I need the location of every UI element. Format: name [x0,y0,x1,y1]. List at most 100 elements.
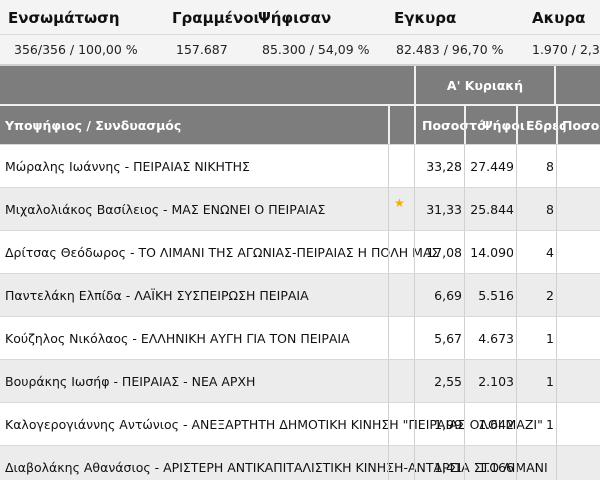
candidate-name: Καλογερογιάννης Αντώνιος - ΑΝΕΞΑΡΤΗΤΗ ΔΗ… [5,417,543,432]
column-divider [516,231,517,274]
column-divider [464,188,465,231]
candidate-name: Μιχαλολιάκος Βασίλειος - ΜΑΣ ΕΝΩΝΕΙ Ο ΠΕ… [5,202,326,217]
vote-percent: 2,55 [434,374,462,389]
summary-divider [0,34,600,35]
table-row: Μιχαλολιάκος Βασίλειος - ΜΑΣ ΕΝΩΝΕΙ Ο ΠΕ… [0,187,600,231]
summary-counted-title: Ενσωμάτωση [8,9,120,27]
summary-counted-value: 356/356 / 100,00 % [14,42,138,57]
seat-count: 1 [546,417,554,432]
column-divider [464,446,465,480]
column-divider [388,403,389,446]
summary-voted-title: Ψήφισαν [258,9,332,27]
table-row: Κούζηλος Νικόλαος - ΕΛΛΗΝΙΚΗ ΑΥΓΗ ΓΙΑ ΤΟ… [0,316,600,360]
table-row: Διαβολάκης Αθανάσιος - ΑΡΙΣΤΕΡΗ ΑΝΤΙΚΑΠΙ… [0,445,600,480]
column-divider [388,231,389,274]
table-row: Παντελάκη Ελπίδα - ΛΑΪΚΗ ΣΥΣΠΕΙΡΩΣΗ ΠΕΙΡ… [0,273,600,317]
vote-count: 2.103 [478,374,514,389]
vote-count: 4.673 [478,331,514,346]
column-divider [388,360,389,403]
vote-percent: 1,41 [434,460,462,475]
col-header-seats[interactable]: Εδρες [516,106,566,144]
col-header-candidate[interactable]: Υποψήφιος / Συνδυασμός [5,118,182,133]
seat-count: 8 [546,202,554,217]
column-divider [388,274,389,317]
vote-count: 5.516 [478,288,514,303]
vote-count: 1.166 [478,460,514,475]
column-divider [414,403,415,446]
column-divider [516,446,517,480]
column-divider [556,145,557,188]
vote-percent: 33,28 [426,159,462,174]
seat-count: 8 [546,159,554,174]
vote-count: 14.090 [470,245,514,260]
star-icon: ★ [394,196,405,210]
candidate-name: Βουράκης Ιωσήφ - ΠΕΙΡΑΙΑΣ - ΝΕΑ ΑΡΧΗ [5,374,256,389]
column-divider [414,274,415,317]
column-divider [516,145,517,188]
column-divider [464,360,465,403]
seat-count: 2 [546,288,554,303]
column-divider [556,188,557,231]
summary-registered-value: 157.687 [176,42,228,57]
round-header: Α' Κυριακή [414,66,556,104]
column-divider [414,446,415,480]
table-row: Βουράκης Ιωσήφ - ΠΕΙΡΑΙΑΣ - ΝΕΑ ΑΡΧΗ 2,55… [0,359,600,403]
column-divider [464,317,465,360]
column-divider [464,403,465,446]
summary-invalid-title: Ακυρα [532,9,586,27]
vote-percent: 6,69 [434,288,462,303]
column-divider [556,403,557,446]
column-divider [464,231,465,274]
seat-count: 1 [546,374,554,389]
column-divider [516,188,517,231]
column-divider [556,274,557,317]
col-header-votes[interactable]: Ψήφοι [464,106,525,144]
candidate-name: Διαβολάκης Αθανάσιος - ΑΡΙΣΤΕΡΗ ΑΝΤΙΚΑΠΙ… [5,460,548,475]
column-divider [388,188,389,231]
column-divider [388,317,389,360]
vote-count: 27.449 [470,159,514,174]
column-divider [556,231,557,274]
candidate-name: Δρίτσας Θεόδωρος - ΤΟ ΛΙΜΑΝΙ ΤΗΣ ΑΓΩΝΙΑΣ… [5,245,440,260]
col-header-percent[interactable]: Ποσοστό [414,106,486,144]
column-divider [388,145,389,188]
summary-voted-value: 85.300 / 54,09 % [262,42,370,57]
table-row: Μώραλης Ιωάννης - ΠΕΙΡΑΙΑΣ ΝΙΚΗΤΗΣ 33,28 2… [0,144,600,188]
vote-count: 1.642 [478,417,514,432]
table-header-group-row: Α' Κυριακή [0,66,600,104]
seat-count [520,446,554,480]
column-divider [556,360,557,403]
column-divider [556,317,557,360]
candidate-name: Κούζηλος Νικόλαος - ΕΛΛΗΝΙΚΗ ΑΥΓΗ ΓΙΑ ΤΟ… [5,331,350,346]
summary-bottom-border [0,64,600,66]
summary-invalid-value: 1.970 / 2,31 % [532,42,600,57]
column-divider [414,145,415,188]
summary-registered-title: Γραμμένοι [172,9,260,27]
round-label: Α' Κυριακή [446,78,524,93]
column-divider [414,188,415,231]
column-divider [414,360,415,403]
vote-percent: 5,67 [434,331,462,346]
column-divider [516,317,517,360]
column-divider [414,317,415,360]
col-header-percent-2[interactable]: Ποσοστό [556,106,600,144]
table-row: Καλογερογιάννης Αντώνιος - ΑΝΕΞΑΡΤΗΤΗ ΔΗ… [0,402,600,446]
seat-count: 4 [546,245,554,260]
table-column-headers: Υποψήφιος / Συνδυασμός Ποσοστό Ψήφοι Εδρ… [0,104,600,144]
column-divider [388,446,389,480]
candidate-name: Μώραλης Ιωάννης - ΠΕΙΡΑΙΑΣ ΝΙΚΗΤΗΣ [5,159,250,174]
column-divider [414,231,415,274]
column-divider [516,403,517,446]
vote-percent: 17,08 [426,245,462,260]
vote-percent: 1,99 [434,417,462,432]
column-divider [516,360,517,403]
column-divider [516,274,517,317]
summary-valid-title: Εγκυρα [394,9,457,27]
col-header-marker [388,106,414,144]
table-row: Δρίτσας Θεόδωρος - ΤΟ ΛΙΜΑΝΙ ΤΗΣ ΑΓΩΝΙΑΣ… [0,230,600,274]
election-summary: Ενσωμάτωση 356/356 / 100,00 % Γραμμένοι … [0,0,600,66]
vote-percent: 31,33 [426,202,462,217]
seat-count: 1 [546,331,554,346]
column-divider [464,145,465,188]
column-divider [556,446,557,480]
